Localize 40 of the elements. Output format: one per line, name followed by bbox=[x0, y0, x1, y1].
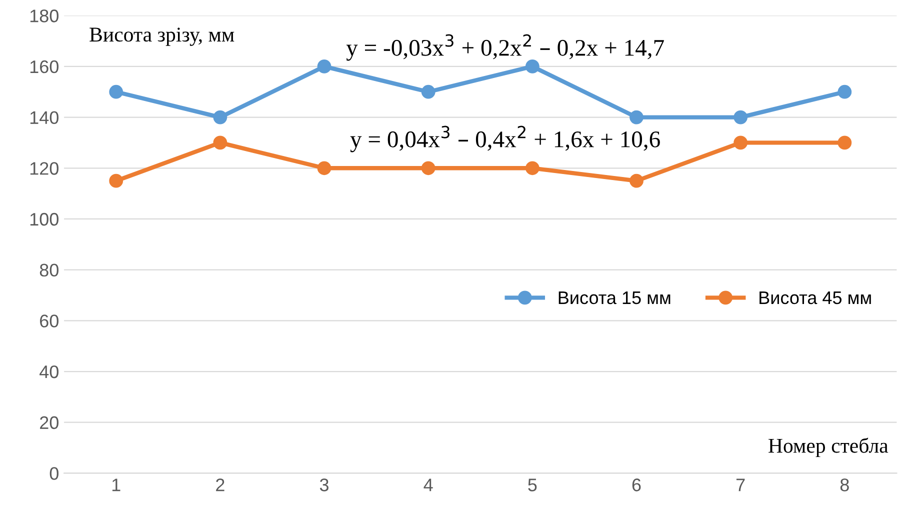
y-tick-label: 60 bbox=[40, 314, 58, 328]
point bbox=[525, 161, 540, 176]
point bbox=[213, 110, 228, 124]
point bbox=[838, 84, 852, 99]
y-tick-label: 180 bbox=[30, 10, 58, 22]
point bbox=[525, 60, 540, 74]
y-tick-label: 20 bbox=[40, 416, 58, 430]
point bbox=[317, 60, 332, 74]
x-tick-label: 8 bbox=[840, 478, 849, 492]
y-tick-label: 100 bbox=[30, 212, 58, 226]
x-tick-label: 4 bbox=[424, 478, 433, 492]
y-tick-label: 160 bbox=[30, 60, 58, 74]
point bbox=[213, 136, 228, 150]
x-axis-title: Номер стебла bbox=[768, 438, 888, 458]
y-tick-label: 120 bbox=[30, 162, 58, 175]
point bbox=[421, 161, 436, 176]
y-axis-title: Висота зрізу, мм bbox=[90, 28, 234, 46]
point bbox=[630, 174, 644, 188]
point bbox=[734, 110, 748, 124]
x-tick-label: 5 bbox=[528, 478, 537, 492]
y-tick-label: 140 bbox=[30, 111, 58, 124]
y-tick-label: 40 bbox=[40, 365, 58, 378]
legend-label: Висота 45 мм bbox=[760, 292, 871, 304]
x-tick-label: 3 bbox=[320, 478, 328, 492]
annotation: y = 0,04x$^{3}$ – 0,4x$^{2}$ + 1,6x + 10,6 bbox=[350, 126, 660, 152]
x-tick-label: 7 bbox=[736, 478, 745, 492]
x-tick-label: 6 bbox=[632, 478, 641, 492]
point bbox=[734, 136, 748, 150]
annotation: y = -0,03x$^{3}$ + 0,2x$^{2}$ – 0,2x + 14,7 bbox=[346, 34, 664, 61]
point bbox=[838, 136, 852, 150]
y-tick-label: 80 bbox=[40, 264, 58, 277]
point bbox=[109, 84, 124, 99]
point bbox=[630, 110, 644, 124]
point bbox=[109, 174, 124, 188]
x-tick-label: 1 bbox=[112, 478, 120, 492]
x-tick-label: 2 bbox=[216, 478, 224, 492]
y-tick-label: 0 bbox=[50, 467, 58, 480]
point bbox=[317, 161, 332, 176]
point bbox=[421, 84, 436, 99]
legend-label: Висота 15 мм bbox=[558, 292, 670, 304]
